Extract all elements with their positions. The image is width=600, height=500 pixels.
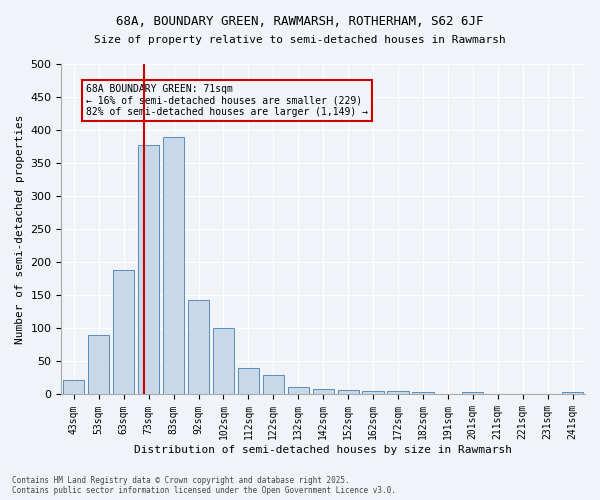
Bar [388, 391, 409, 394]
Bar [138, 144, 159, 394]
Bar [287, 386, 309, 394]
Bar [362, 390, 383, 394]
Bar [113, 270, 134, 394]
Bar [338, 390, 359, 394]
Bar [238, 368, 259, 394]
Bar [188, 300, 209, 394]
Bar [163, 136, 184, 394]
Y-axis label: Number of semi-detached properties: Number of semi-detached properties [15, 114, 25, 344]
Bar [263, 376, 284, 394]
Text: 68A, BOUNDARY GREEN, RAWMARSH, ROTHERHAM, S62 6JF: 68A, BOUNDARY GREEN, RAWMARSH, ROTHERHAM… [116, 15, 484, 28]
Bar [88, 335, 109, 394]
Bar [462, 392, 484, 394]
Text: Size of property relative to semi-detached houses in Rawmarsh: Size of property relative to semi-detach… [94, 35, 506, 45]
Bar [313, 388, 334, 394]
Bar [412, 392, 434, 394]
Bar [63, 380, 85, 394]
X-axis label: Distribution of semi-detached houses by size in Rawmarsh: Distribution of semi-detached houses by … [134, 445, 512, 455]
Text: 68A BOUNDARY GREEN: 71sqm
← 16% of semi-detached houses are smaller (229)
82% of: 68A BOUNDARY GREEN: 71sqm ← 16% of semi-… [86, 84, 368, 117]
Bar [562, 392, 583, 394]
Bar [213, 328, 234, 394]
Text: Contains HM Land Registry data © Crown copyright and database right 2025.
Contai: Contains HM Land Registry data © Crown c… [12, 476, 396, 495]
